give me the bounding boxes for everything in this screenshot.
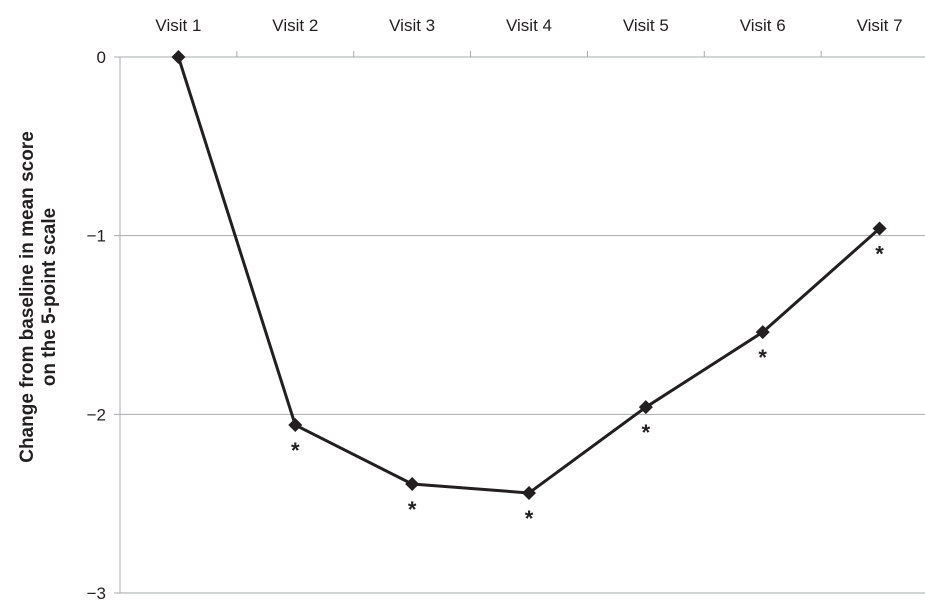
significance-marker-1: * xyxy=(291,438,300,463)
data-point-3 xyxy=(522,485,536,500)
significance-markers: * * * * * * xyxy=(291,242,884,531)
y-axis-label-line-1: Change from baseline in mean score xyxy=(17,131,38,463)
significance-marker-2: * xyxy=(408,497,417,522)
tick-labels: 0 −1 −2 −3 Visit 1 Visit 2 Visit 3 Visit 4 Visit… xyxy=(87,16,903,601)
series-line-0 xyxy=(176,56,881,495)
y-axis-label: Change from baseline in mean score on th… xyxy=(17,131,61,463)
x-tick-label-2: Visit 3 xyxy=(389,16,435,35)
grid-lines xyxy=(120,235,925,594)
significance-marker-6: * xyxy=(875,242,884,267)
x-tick-label-6: Visit 7 xyxy=(857,16,903,35)
x-tick-label-5: Visit 6 xyxy=(740,16,786,35)
data-series xyxy=(171,50,887,500)
data-point-1 xyxy=(288,418,303,433)
x-tick-label-3: Visit 4 xyxy=(506,16,552,35)
x-tick-label-0: Visit 1 xyxy=(155,16,201,35)
data-point-5 xyxy=(755,325,770,340)
data-point-6 xyxy=(872,221,887,236)
significance-marker-4: * xyxy=(642,420,651,445)
y-tick-label-2: −2 xyxy=(87,405,106,424)
data-point-4 xyxy=(638,400,653,415)
axes xyxy=(114,51,925,594)
significance-marker-5: * xyxy=(758,345,767,370)
y-axis-label-line-2: on the 5-point scale xyxy=(39,207,60,387)
y-tick-label-1: −1 xyxy=(87,227,106,246)
y-tick-label-3: −3 xyxy=(87,584,106,601)
data-point-0 xyxy=(171,50,186,64)
y-tick-label-0: 0 xyxy=(97,48,106,67)
x-tick-label-1: Visit 2 xyxy=(272,16,318,35)
x-tick-label-4: Visit 5 xyxy=(623,16,669,35)
significance-marker-3: * xyxy=(525,506,534,531)
data-point-2 xyxy=(405,477,420,492)
